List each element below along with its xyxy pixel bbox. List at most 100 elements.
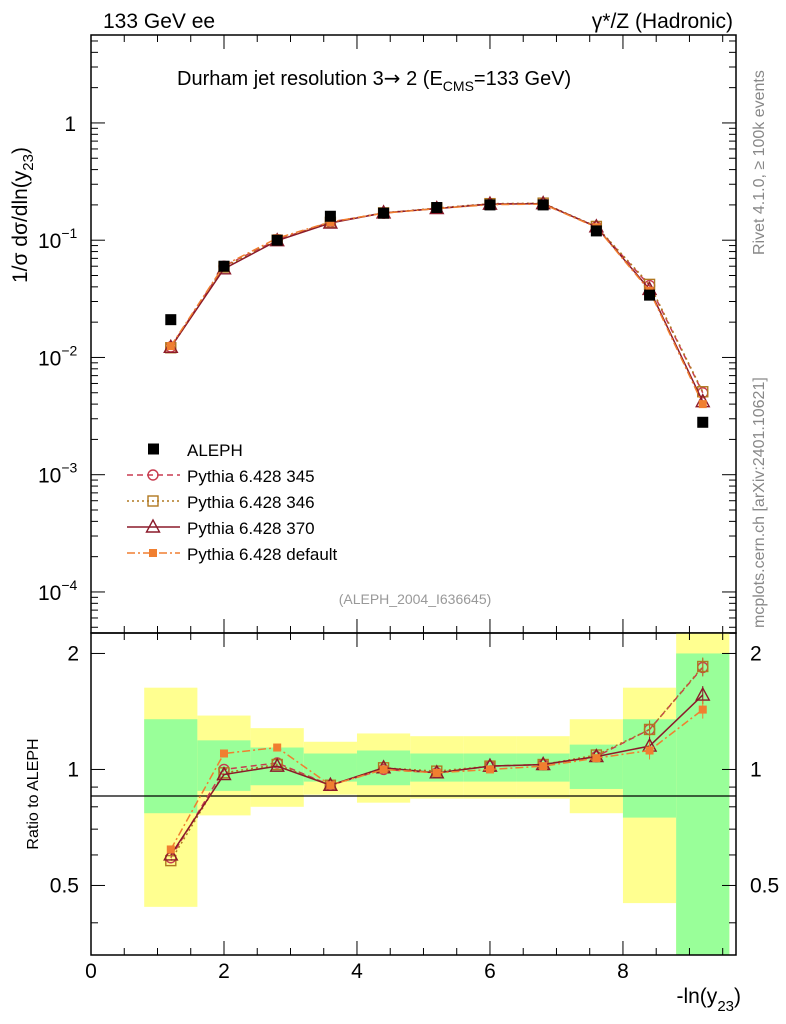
ratio-point-3	[698, 705, 707, 714]
legend-marker-2	[145, 518, 161, 533]
x-axis-label-sub: 23	[717, 998, 734, 1015]
x-tick-label: 0	[85, 960, 97, 983]
green-band	[197, 740, 251, 791]
legend-marker-0	[147, 469, 159, 481]
ratio-point-3	[645, 746, 654, 755]
ratio-point-2	[216, 766, 232, 781]
y-tick-label-base: 10	[38, 347, 61, 370]
chart-title-sub: CMS	[443, 78, 474, 94]
aleph-point	[590, 225, 602, 237]
legend-label-3: Pythia 6.428 default	[187, 545, 338, 564]
legend: ALEPH Pythia 6.428 345 Pythia 6.428 346 Pyt…	[127, 441, 338, 564]
x-tick-label: 6	[484, 960, 496, 983]
y-tick-label-exp: −1	[61, 225, 77, 241]
aleph-point	[218, 260, 230, 272]
y-tick-label: 10−1	[38, 225, 78, 253]
y-tick-label-base: 10	[38, 230, 61, 253]
y-tick-label-base: 10	[38, 465, 61, 488]
ratio-tick-label-right: 2	[750, 642, 762, 665]
legend-aleph-marker	[148, 443, 159, 455]
y-tick-label: 1	[64, 113, 76, 136]
x-axis-label-close: )	[734, 985, 741, 1008]
legend-label-0: Pythia 6.428 345	[187, 467, 315, 486]
ratio-point-3	[219, 749, 228, 758]
y-tick-label: 10−2	[38, 342, 78, 370]
y-tick-label-base: 10	[38, 582, 61, 605]
legend-aleph-label: ALEPH	[187, 441, 243, 460]
x-tick-labels: 0 2 4 6 8	[85, 960, 629, 983]
aleph-point	[324, 210, 336, 222]
header-right-label: γ*/Z (Hadronic)	[592, 10, 733, 33]
ratio-frame	[90, 632, 737, 956]
x-tick-label: 8	[617, 960, 629, 983]
y-axis-label-main: 1/σ dσ/dln(y	[9, 170, 32, 283]
legend-label-2: Pythia 6.428 370	[187, 519, 315, 538]
y-tick-label: 10−4	[38, 577, 78, 605]
series-point-3	[166, 342, 175, 351]
chart-title: Durham jet resolution 3→ 2 (ECMS=133 GeV…	[177, 66, 571, 94]
y-tick-label-exp: −2	[61, 342, 77, 358]
ratio-series-layer	[163, 657, 711, 867]
ratio-point-3	[485, 765, 494, 774]
x-axis-label-main: -ln(y	[676, 985, 717, 1008]
y-axis-label-sub: 23	[20, 154, 37, 171]
x-axis-label: -ln(y23)	[676, 985, 741, 1015]
series-point-3	[698, 400, 707, 409]
x-tick-label: 2	[218, 960, 230, 983]
y-axis-label: 1/σ dσ/dln(y23)	[9, 147, 37, 283]
ratio-tick-label-left: 0.5	[50, 874, 79, 897]
green-band	[144, 719, 198, 814]
aleph-point	[537, 199, 549, 211]
aleph-point	[378, 207, 390, 219]
ratio-point-1	[697, 660, 709, 673]
y-tick-labels: 10−410−310−210−11	[38, 113, 78, 605]
header-left-label: 133 GeV ee	[103, 10, 215, 33]
ratio-point-2	[269, 757, 285, 772]
chart-title-after: 2 (E	[401, 68, 443, 90]
chart-title-tail: =133 GeV)	[474, 68, 571, 90]
mcplots-label: mcplots.cern.ch [arXiv:2401.10621]	[751, 377, 768, 628]
aleph-point	[484, 199, 496, 211]
main-panel: Durham jet resolution 3→ 2 (ECMS=133 GeV…	[9, 34, 737, 634]
ratio-panel: Ratio to ALEPH 0.5 0.5 1 1 2 2 0 2 4 6 8 -ln(y23)	[25, 632, 779, 1015]
aleph-point	[697, 416, 709, 428]
ratio-tick-labels: 0.5 0.5 1 1 2 2	[50, 642, 779, 897]
ratio-point-3	[539, 762, 548, 771]
aleph-point	[431, 202, 443, 214]
legend-marker-1	[147, 495, 159, 507]
ratio-point-3	[326, 781, 335, 790]
aleph-point	[165, 314, 177, 326]
aleph-data-layer	[165, 199, 709, 428]
aleph-point	[271, 234, 283, 246]
ratio-point-3	[432, 768, 441, 777]
legend-label-1: Pythia 6.428 346	[187, 493, 315, 512]
legend-marker-3	[149, 549, 157, 557]
analysis-id-label: (ALEPH_2004_I636645)	[339, 591, 492, 607]
rivet-version-label: Rivet 4.1.0, ≥ 100k events	[751, 70, 768, 255]
ratio-point-3	[592, 754, 601, 763]
y-tick-label-exp: −4	[61, 577, 77, 593]
series-point-3	[326, 217, 335, 226]
ratio-point-1	[643, 723, 656, 736]
ratio-tick-label-right: 0.5	[750, 874, 779, 897]
y-tick-label-exp: −3	[61, 460, 77, 476]
ratio-tick-label-left: 1	[67, 758, 79, 781]
aleph-point	[644, 289, 656, 301]
ratio-tick-label-left: 2	[67, 642, 79, 665]
x-tick-label: 4	[351, 960, 363, 983]
ratio-point-3	[273, 743, 282, 752]
y-axis-label-close: )	[9, 147, 32, 154]
main-axis-ticks	[90, 35, 736, 633]
chart-title-main: Durham jet resolution 3	[177, 68, 384, 90]
svg-text:1/σ dσ/dln(y23): 1/σ dσ/dln(y23)	[9, 147, 37, 283]
chart-title-arrow: →	[384, 66, 401, 90]
ratio-point-2	[695, 686, 711, 701]
y-tick-label: 10−3	[38, 460, 78, 488]
series-line-1	[170, 202, 704, 393]
ratio-y-axis-label: Ratio to ALEPH	[25, 738, 42, 849]
ratio-point-2	[163, 846, 179, 861]
ratio-tick-label-right: 1	[750, 758, 762, 781]
ratio-point-3	[379, 765, 388, 774]
ratio-point-3	[166, 845, 175, 854]
